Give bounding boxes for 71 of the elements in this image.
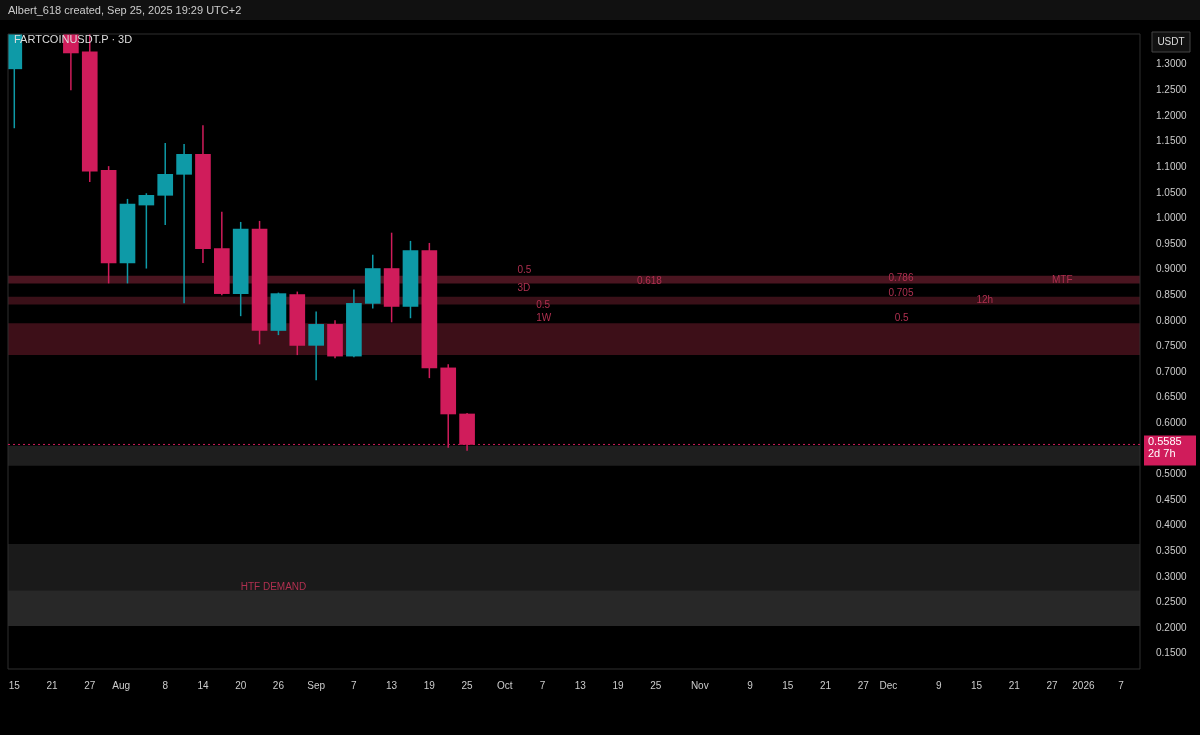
y-tick-label: 0.3500 bbox=[1156, 544, 1188, 556]
y-tick-label: 0.5000 bbox=[1156, 468, 1188, 480]
y-tick-label: 0.2000 bbox=[1156, 621, 1188, 633]
y-tick-label: 1.1000 bbox=[1156, 160, 1188, 172]
y-tick-label: 0.2500 bbox=[1156, 596, 1188, 608]
annotation: 3D bbox=[517, 282, 531, 294]
x-tick-label: Nov bbox=[690, 679, 709, 691]
x-tick-label: 2026 bbox=[1072, 679, 1095, 691]
y-tick-label: 0.7500 bbox=[1156, 340, 1188, 352]
x-tick-label: Sep bbox=[307, 679, 326, 691]
x-tick-label: 27 bbox=[857, 679, 870, 691]
x-tick-label: Aug bbox=[112, 679, 131, 691]
candlestick bbox=[308, 310, 324, 381]
x-tick-label: 8 bbox=[162, 679, 169, 691]
x-tick-label: 9 bbox=[935, 679, 942, 691]
x-tick-label: 7 bbox=[351, 679, 358, 691]
y-tick-label: 0.9500 bbox=[1156, 237, 1188, 249]
annotation: 1W bbox=[536, 312, 552, 324]
y-tick-label: 0.7000 bbox=[1156, 365, 1188, 377]
candlestick bbox=[138, 192, 155, 270]
annotation: 0.5 bbox=[517, 264, 532, 276]
x-tick-label: 21 bbox=[1008, 679, 1021, 691]
x-tick-label: 15 bbox=[970, 679, 983, 691]
x-tick-label: 27 bbox=[84, 679, 96, 691]
y-tick-label: 1.0500 bbox=[1156, 186, 1188, 198]
x-tick-label: 14 bbox=[197, 679, 209, 691]
x-tick-label: Oct bbox=[497, 679, 513, 691]
x-tick-label: 9 bbox=[747, 679, 754, 691]
y-tick-label: 1.0000 bbox=[1156, 212, 1188, 224]
x-tick-label: 13 bbox=[386, 679, 398, 691]
x-tick-label: 7 bbox=[1118, 679, 1125, 691]
candlestick bbox=[176, 143, 192, 305]
annotation: MTF bbox=[1051, 273, 1073, 285]
annotation: 0.618 bbox=[636, 274, 663, 286]
y-tick-label: 1.2000 bbox=[1156, 109, 1188, 121]
x-tick-label: 25 bbox=[650, 679, 662, 691]
x-tick-label: 25 bbox=[461, 679, 474, 691]
y-axis-title: USDT bbox=[1157, 35, 1185, 47]
x-tick-label: 19 bbox=[423, 679, 436, 691]
x-tick-label: Dec bbox=[879, 679, 898, 691]
x-tick-label: 26 bbox=[272, 679, 285, 691]
annotation: 12h bbox=[976, 294, 994, 306]
annotation: 0.5 bbox=[894, 312, 910, 324]
annotation: HTF DEMAND bbox=[240, 580, 307, 592]
y-tick-label: 0.9000 bbox=[1156, 263, 1188, 275]
x-tick-label: 13 bbox=[574, 679, 587, 691]
y-tick-label: 0.4500 bbox=[1156, 493, 1188, 505]
annotation: 0.5 bbox=[536, 299, 551, 311]
x-tick-label: 27 bbox=[1046, 679, 1058, 691]
x-tick-label: 15 bbox=[782, 679, 794, 691]
y-tick-label: 0.1500 bbox=[1156, 647, 1188, 659]
ref-line-label: 0.5585 2d 7h bbox=[1148, 435, 1182, 460]
x-tick-label: 15 bbox=[8, 679, 21, 691]
x-tick-label: 21 bbox=[819, 679, 832, 691]
y-tick-label: 1.2500 bbox=[1156, 84, 1188, 96]
x-tick-label: 7 bbox=[539, 679, 546, 691]
y-tick-label: 0.6500 bbox=[1156, 391, 1188, 403]
y-tick-label: 0.8000 bbox=[1156, 314, 1188, 326]
y-tick-label: 0.6000 bbox=[1156, 416, 1188, 428]
annotation: 0.786 bbox=[888, 271, 914, 283]
x-tick-label: 20 bbox=[235, 679, 247, 691]
y-tick-label: 0.4000 bbox=[1156, 519, 1188, 531]
candlestick bbox=[157, 142, 174, 226]
y-tick-label: 0.8500 bbox=[1156, 288, 1188, 300]
y-tick-label: 1.3000 bbox=[1156, 58, 1188, 70]
x-tick-label: 19 bbox=[612, 679, 625, 691]
y-tick-label: 0.3000 bbox=[1156, 570, 1188, 582]
annotation: 0.705 bbox=[888, 287, 914, 299]
y-tick-label: 1.1500 bbox=[1156, 135, 1188, 147]
chart-subtitle: Albert_618 created, Sep 25, 2025 19:29 UTC+2 bbox=[8, 4, 242, 16]
x-tick-label: 21 bbox=[46, 679, 59, 691]
